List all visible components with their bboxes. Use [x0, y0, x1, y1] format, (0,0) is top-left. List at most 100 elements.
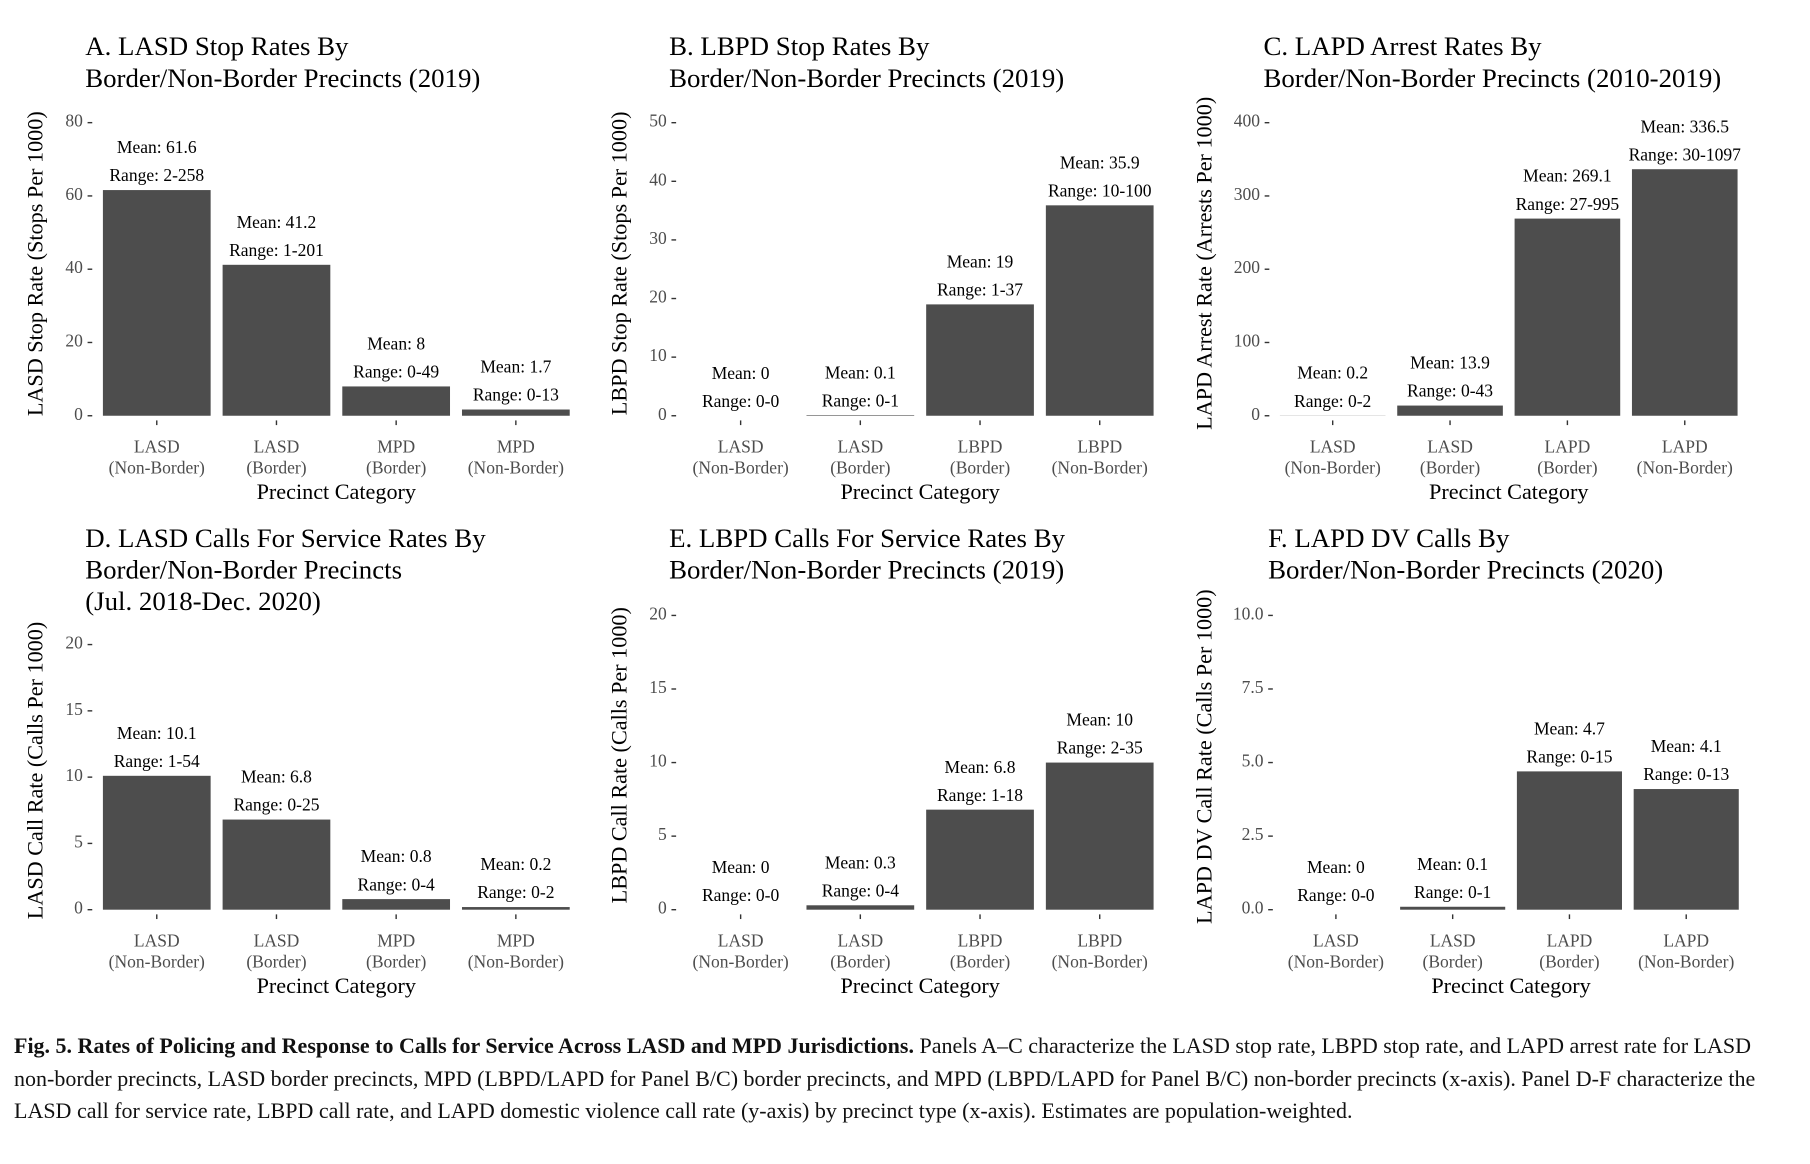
- value-label: Mean: 0.8: [361, 846, 432, 866]
- bar: [1397, 405, 1503, 416]
- x-tick-label: (Non-Border): [1285, 457, 1381, 477]
- y-tick-label: 5: [74, 831, 83, 851]
- y-tick-label: 15: [65, 699, 83, 719]
- y-axis-label: LAPD Arrest Rate (Arrests Per 1000): [1191, 97, 1216, 430]
- range-label: Range: 1-18: [937, 785, 1023, 805]
- range-label: Range: 0-2: [1294, 391, 1371, 411]
- caption-text: Panels A–C characterize the LASD stop ra…: [14, 1033, 1756, 1123]
- chart-title: A. LASD Stop Rates By: [85, 31, 349, 61]
- x-tick-label: (Non-Border): [1288, 951, 1384, 971]
- bar: [461, 409, 570, 416]
- chart-title: Border/Non-Border Precincts (2020): [1268, 554, 1663, 584]
- x-axis-label: Precinct Category: [257, 973, 416, 998]
- range-label: Range: 0-15: [1526, 747, 1612, 767]
- x-tick-label: MPD: [377, 436, 415, 456]
- y-tick-label: 10.0: [1233, 603, 1264, 623]
- x-tick-label: LBPD: [958, 930, 1003, 950]
- x-tick-label: (Border): [1420, 457, 1480, 477]
- value-label: Mean: 35.9: [1060, 152, 1140, 172]
- x-tick-label: LBPD: [958, 436, 1003, 456]
- y-tick-label: 40: [65, 257, 83, 277]
- x-tick-label: (Border): [830, 457, 890, 477]
- chart-title: Border/Non-Border Precincts (2019): [669, 554, 1064, 584]
- y-tick-label: 0: [1251, 404, 1260, 424]
- bar: [1631, 169, 1738, 416]
- y-tick-label: 0: [74, 898, 83, 918]
- value-label: Mean: 61.6: [117, 137, 197, 157]
- value-label: Mean: 269.1: [1523, 166, 1611, 186]
- y-tick-label: 10: [649, 345, 667, 365]
- bar: [1516, 771, 1622, 910]
- x-tick-label: (Non-Border): [468, 951, 564, 971]
- x-tick-label: MPD: [497, 436, 535, 456]
- y-tick-label: 60: [65, 184, 83, 204]
- range-label: Range: 0-0: [702, 885, 780, 905]
- x-tick-label: (Non-Border): [1052, 457, 1148, 477]
- y-tick-label: 7.5: [1242, 677, 1264, 697]
- bar: [102, 775, 211, 910]
- y-tick-label: 300: [1234, 184, 1261, 204]
- range-label: Range: 0-13: [1643, 764, 1729, 784]
- range-label: Range: 1-201: [229, 240, 324, 260]
- value-label: Mean: 336.5: [1641, 116, 1730, 136]
- range-label: Range: 2-35: [1057, 738, 1143, 758]
- chart-title: Border/Non-Border Precincts (2010-2019): [1263, 63, 1721, 93]
- range-label: Range: 1-54: [114, 751, 200, 771]
- x-tick-label: (Border): [246, 457, 306, 477]
- bar: [461, 907, 570, 910]
- range-label: Range: 0-0: [1297, 885, 1375, 905]
- x-axis-label: Precinct Category: [840, 479, 999, 504]
- range-label: Range: 0-2: [477, 882, 554, 902]
- x-tick-label: (Border): [1539, 951, 1599, 971]
- chart-title: Border/Non-Border Precincts: [85, 554, 402, 584]
- value-label: Mean: 0: [712, 857, 770, 877]
- x-tick-label: (Non-Border): [1638, 951, 1734, 971]
- chart-title: Border/Non-Border Precincts (2019): [669, 63, 1064, 93]
- x-tick-label: LASD: [254, 436, 300, 456]
- value-label: Mean: 4.7: [1534, 719, 1605, 739]
- y-axis-label: LBPD Stop Rate (Stops Per 1000): [606, 112, 631, 416]
- x-tick-label: (Border): [950, 457, 1010, 477]
- x-tick-label: LASD: [837, 930, 883, 950]
- chart-title: E. LBPD Calls For Service Rates By: [669, 523, 1065, 553]
- range-label: Range: 1-37: [937, 280, 1023, 300]
- value-label: Mean: 0: [712, 363, 770, 383]
- y-axis-label: LBPD Call Rate (Calls Per 1000): [606, 607, 631, 903]
- x-tick-label: LBPD: [1077, 436, 1122, 456]
- x-tick-label: LAPD: [1545, 436, 1591, 456]
- range-label: Range: 0-43: [1407, 381, 1493, 401]
- chart-title: C. LAPD Arrest Rates By: [1263, 31, 1542, 61]
- value-label: Mean: 19: [947, 252, 1014, 272]
- x-tick-label: LASD: [134, 436, 180, 456]
- x-axis-label: Precinct Category: [257, 479, 416, 504]
- x-tick-label: (Border): [950, 951, 1010, 971]
- x-tick-label: (Non-Border): [1052, 951, 1148, 971]
- bar: [342, 899, 451, 910]
- y-tick-label: 0: [658, 404, 667, 424]
- x-tick-label: LASD: [837, 436, 883, 456]
- bar: [1400, 906, 1506, 910]
- y-tick-label: 80: [65, 111, 83, 131]
- x-tick-label: (Non-Border): [1637, 457, 1733, 477]
- value-label: Mean: 0.3: [825, 852, 896, 872]
- y-tick-label: 30: [649, 228, 667, 248]
- value-label: Mean: 0.2: [480, 854, 551, 874]
- x-tick-label: LBPD: [1077, 930, 1122, 950]
- range-label: Range: 0-0: [702, 391, 780, 411]
- range-label: Range: 0-25: [233, 795, 319, 815]
- caption: Fig. 5. Rates of Policing and Response t…: [14, 1030, 1794, 1128]
- bar: [806, 905, 915, 910]
- value-label: Mean: 0.2: [1297, 363, 1368, 383]
- y-axis-label: LASD Stop Rate (Stops Per 1000): [22, 111, 47, 416]
- y-tick-label: 20: [65, 633, 83, 653]
- y-axis-label: LAPD DV Call Rate (Calls Per 1000): [1191, 589, 1216, 924]
- value-label: Mean: 1.7: [480, 357, 551, 377]
- value-label: Mean: 41.2: [237, 212, 317, 232]
- figure: A. LASD Stop Rates By Border/Non-Border P…: [22, 31, 1741, 998]
- x-tick-label: LASD: [718, 436, 764, 456]
- bar: [926, 304, 1034, 416]
- y-axis-label: LASD Call Rate (Calls Per 1000): [22, 622, 47, 919]
- range-label: Range: 0-1: [822, 390, 899, 410]
- x-tick-label: LASD: [1430, 930, 1476, 950]
- x-tick-label: LAPD: [1547, 930, 1593, 950]
